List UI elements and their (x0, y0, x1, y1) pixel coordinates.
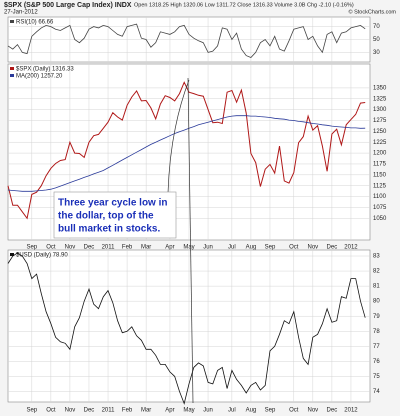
annotation-text: bull market in stocks. (58, 224, 160, 235)
y-tick-label: 77 (373, 344, 380, 350)
x-tick-label: Sep (265, 245, 276, 251)
x-tick-label: Jun (203, 408, 213, 414)
x-tick-label: Apr (165, 245, 174, 251)
y-tick-label: 1325 (373, 96, 387, 102)
legend-swatch (10, 74, 14, 77)
x-tick-label: Oct (46, 245, 56, 251)
annotation-box (53, 191, 177, 239)
x-tick-label: Feb (122, 245, 133, 251)
credit: © StockCharts.com (349, 8, 397, 15)
y-tick-label: 81 (373, 284, 380, 290)
x-tick-label: Nov (65, 408, 76, 414)
y-tick-label: 1100 (373, 194, 387, 200)
x-tick-label: Aug (246, 245, 257, 251)
legend-swatch (10, 67, 14, 70)
date: 27-Jan-2012 (4, 10, 38, 16)
x-tick-label: Oct (289, 408, 299, 414)
legend-swatch (10, 20, 14, 23)
series-line (7, 252, 366, 405)
y-tick-label: 1050 (373, 216, 387, 222)
y-tick-label: 1225 (373, 140, 387, 146)
y-tick-label: 75 (373, 374, 380, 380)
y-tick-label: 70 (373, 24, 380, 30)
legend-label: MA(200) 1257.20 (16, 74, 63, 80)
legend-label: RSI(10) 66.66 (16, 20, 54, 26)
y-tick-label: 1200 (373, 151, 387, 157)
y-tick-label: 1300 (373, 107, 387, 113)
y-tick-label: 79 (373, 314, 380, 320)
y-tick-label: 1275 (373, 118, 387, 124)
x-tick-label: Apr (165, 408, 174, 414)
x-tick-label: Jun (203, 245, 213, 251)
x-tick-label: Nov (65, 245, 76, 251)
x-tick-label: Mar (141, 408, 151, 414)
x-tick-label: Oct (46, 408, 56, 414)
y-tick-label: 30 (373, 50, 380, 56)
y-tick-label: 1250 (373, 129, 387, 135)
y-tick-label: 82 (373, 269, 380, 275)
x-tick-label: Dec (84, 408, 95, 414)
y-tick-label: 80 (373, 299, 380, 305)
x-tick-label: Aug (246, 408, 257, 414)
y-tick-label: 50 (373, 37, 380, 43)
x-tick-label: May (183, 245, 194, 251)
quote: Open 1318.25 High 1320.06 Low 1311.72 Cl… (134, 2, 354, 8)
callout-line (187, 77, 194, 404)
x-tick-label: Mar (141, 245, 151, 251)
x-tick-label: 2012 (344, 245, 358, 251)
y-tick-label: 1175 (373, 162, 387, 168)
x-tick-label: Oct (289, 245, 299, 251)
legend-label: $SPX (Daily) 1316.33 (16, 67, 74, 73)
series-line (7, 23, 366, 58)
y-tick-label: 1125 (373, 183, 387, 189)
x-tick-label: Jul (228, 408, 236, 414)
x-tick-label: Dec (327, 245, 338, 251)
y-tick-label: 83 (373, 254, 380, 260)
x-tick-label: Sep (265, 408, 276, 414)
x-tick-label: Jul (228, 245, 236, 251)
y-tick-label: 76 (373, 359, 380, 365)
x-tick-label: Feb (122, 408, 133, 414)
annotation-text: Three year cycle low in (58, 198, 168, 209)
callout-line (167, 79, 190, 194)
legend-swatch (10, 253, 14, 256)
x-tick-label: May (183, 408, 194, 414)
x-tick-label: Sep (26, 408, 37, 414)
title: $SPX (S&P 500 Large Cap Index) INDX (4, 2, 132, 9)
x-tick-label: Dec (84, 245, 95, 251)
y-tick-label: 74 (373, 389, 380, 395)
y-tick-label: 78 (373, 329, 380, 335)
series-line (7, 115, 366, 192)
x-tick-label: 2012 (344, 408, 358, 414)
x-tick-label: Dec (327, 408, 338, 414)
y-tick-label: 1350 (373, 85, 387, 91)
x-tick-label: Nov (308, 245, 319, 251)
x-tick-label: 2011 (102, 245, 116, 251)
y-tick-label: 1150 (373, 172, 387, 178)
x-tick-label: Sep (26, 245, 37, 251)
y-tick-label: 1075 (373, 205, 387, 211)
x-tick-label: Nov (308, 408, 319, 414)
legend-label: $USD (Daily) 78.90 (16, 253, 68, 259)
annotation-text: the dollar, top of the (58, 211, 154, 222)
x-tick-label: 2011 (102, 408, 116, 414)
